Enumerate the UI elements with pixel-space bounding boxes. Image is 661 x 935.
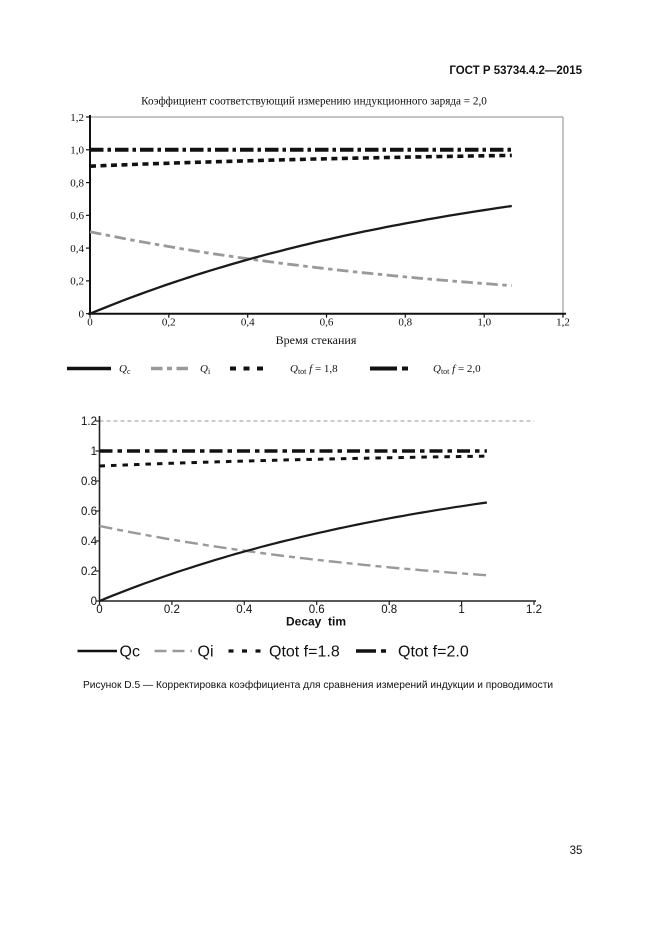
svg-text:0.8: 0.8 <box>381 604 397 616</box>
svg-text:1: 1 <box>91 446 97 458</box>
svg-text:Коэффициент соответствующий из: Коэффициент соответствующий измерению ин… <box>141 96 487 108</box>
svg-text:Qi: Qi <box>200 363 211 376</box>
svg-text:0,4: 0,4 <box>241 317 255 329</box>
svg-text:Qc: Qc <box>120 644 140 661</box>
svg-text:0.6: 0.6 <box>81 506 97 518</box>
svg-text:35: 35 <box>570 845 583 857</box>
svg-text:0: 0 <box>79 309 85 321</box>
svg-text:0,2: 0,2 <box>162 317 176 329</box>
svg-text:0: 0 <box>91 596 97 608</box>
svg-text:Рисунок D.5 — Корректировка ко: Рисунок D.5 — Корректировка коэффициента… <box>83 679 553 691</box>
svg-text:1,2: 1,2 <box>70 112 84 124</box>
svg-text:0: 0 <box>87 317 93 329</box>
svg-text:1: 1 <box>458 604 464 616</box>
svg-text:1,2: 1,2 <box>556 317 570 329</box>
svg-text:Qi: Qi <box>198 644 214 661</box>
svg-text:0.4: 0.4 <box>236 604 253 616</box>
svg-text:1.2: 1.2 <box>526 604 542 616</box>
svg-text:0.2: 0.2 <box>81 566 97 578</box>
svg-text:1,0: 1,0 <box>477 317 491 329</box>
svg-text:0,8: 0,8 <box>70 177 84 189</box>
svg-text:0,8: 0,8 <box>398 317 412 329</box>
svg-text:Qtot f = 2,0: Qtot f = 2,0 <box>433 363 481 376</box>
svg-text:Время стекания: Время стекания <box>276 333 357 347</box>
svg-text:0.6: 0.6 <box>309 604 325 616</box>
svg-text:1,0: 1,0 <box>70 145 84 157</box>
svg-text:0.8: 0.8 <box>81 476 97 488</box>
svg-text:ГОСТ Р 53734.4.2—2015: ГОСТ Р 53734.4.2—2015 <box>449 65 582 77</box>
svg-text:Qtot f=1.8: Qtot f=1.8 <box>269 644 340 661</box>
svg-text:0,6: 0,6 <box>70 210 84 222</box>
svg-text:0,2: 0,2 <box>70 276 84 288</box>
svg-text:Qtot f=2.0: Qtot f=2.0 <box>398 644 469 661</box>
svg-text:Qc: Qc <box>119 363 131 376</box>
svg-text:Qtot f = 1,8: Qtot f = 1,8 <box>290 363 338 376</box>
svg-text:0.2: 0.2 <box>164 604 180 616</box>
svg-text:0,4: 0,4 <box>70 243 84 255</box>
svg-text:0,6: 0,6 <box>320 317 334 329</box>
svg-text:0.4: 0.4 <box>81 536 98 548</box>
svg-text:Decay tim: Decay tim <box>286 615 346 629</box>
svg-text:1.2: 1.2 <box>81 416 97 428</box>
svg-text:0: 0 <box>96 604 102 616</box>
